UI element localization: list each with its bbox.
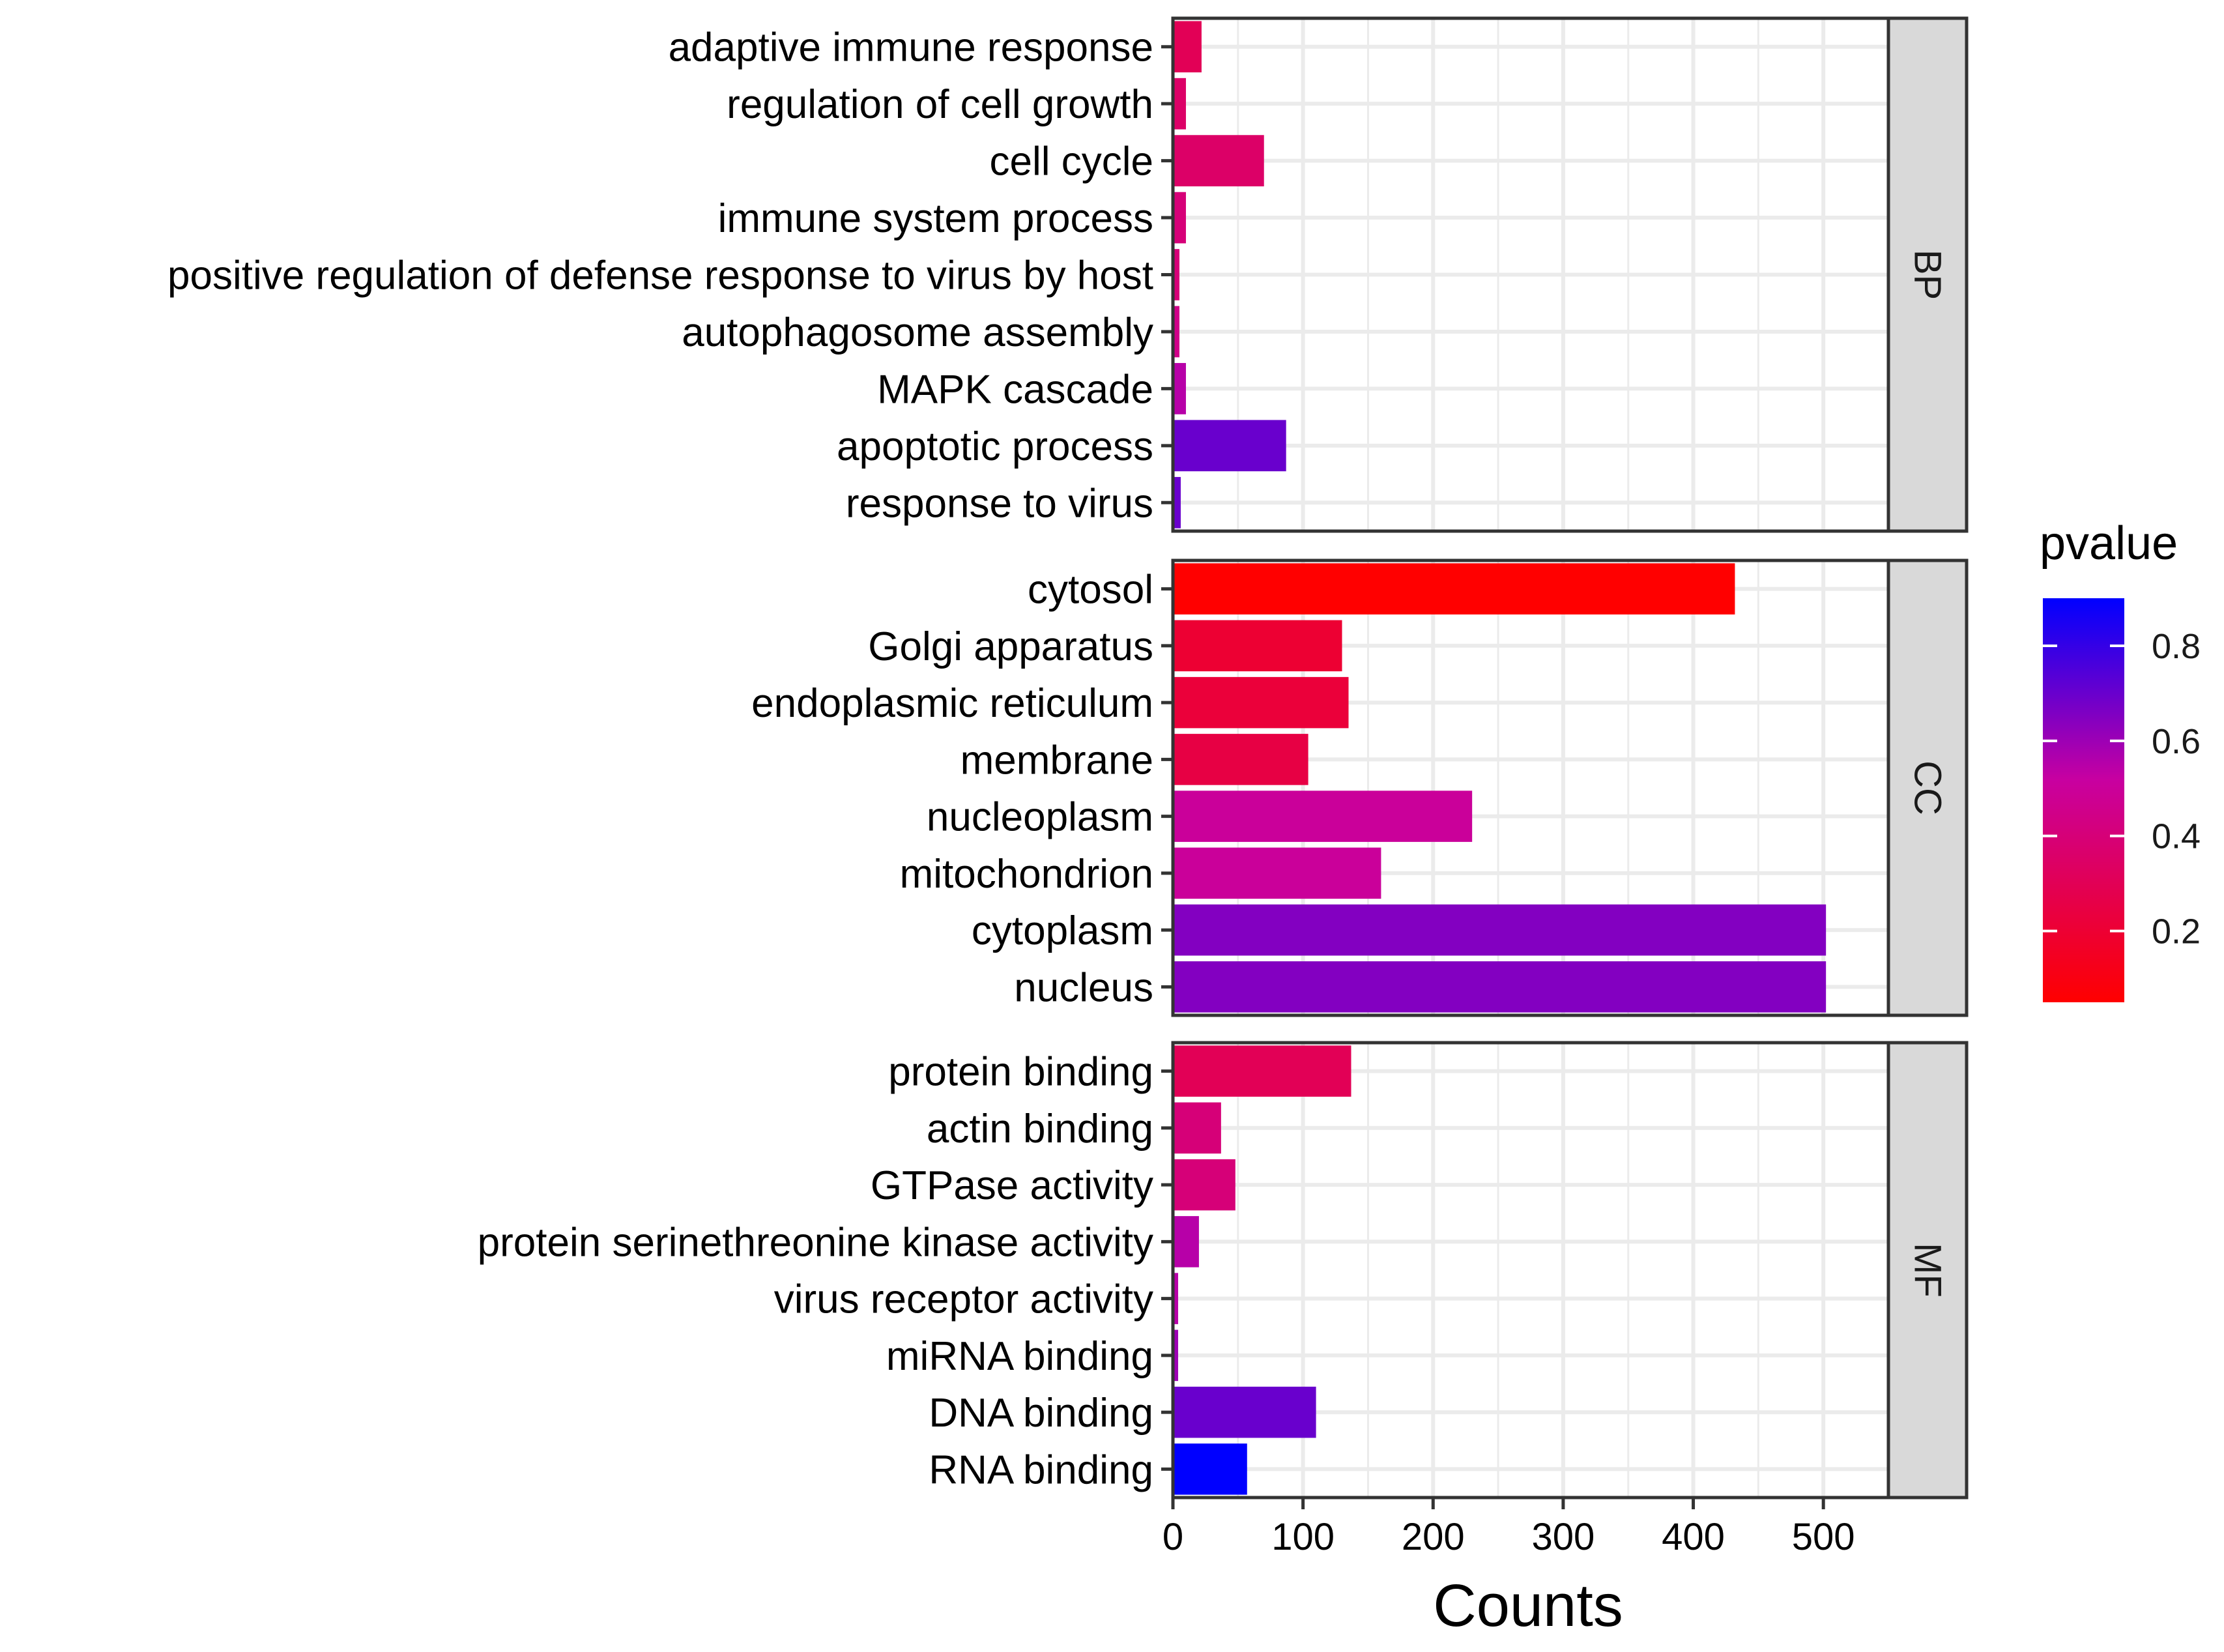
- legend-tick-label: 0.2: [2152, 912, 2201, 951]
- bar-cc-5: [1173, 847, 1381, 899]
- facet-strip-label: MF: [1907, 1243, 1949, 1297]
- category-label: virus receptor activity: [774, 1277, 1153, 1322]
- bar-cc-0: [1173, 563, 1735, 615]
- legend-title: pvalue: [2040, 517, 2178, 570]
- bar-mf-3: [1173, 1216, 1199, 1268]
- x-tick-label: 500: [1792, 1516, 1855, 1558]
- bar-cc-3: [1173, 734, 1308, 785]
- bar-mf-2: [1173, 1159, 1235, 1211]
- facet-strip-label: BP: [1907, 250, 1949, 300]
- category-label: positive regulation of defense response …: [167, 254, 1153, 298]
- x-tick-label: 100: [1271, 1516, 1335, 1558]
- legend-tick-label: 0.8: [2152, 627, 2201, 666]
- legend-tick-label: 0.4: [2152, 817, 2201, 856]
- category-label: actin binding: [927, 1107, 1153, 1152]
- category-label: mitochondrion: [900, 852, 1153, 897]
- category-label: response to virus: [846, 481, 1153, 526]
- category-label: endoplasmic reticulum: [751, 681, 1153, 726]
- x-tick-label: 200: [1402, 1516, 1465, 1558]
- bar-cc-2: [1173, 676, 1349, 729]
- bar-bp-1: [1173, 78, 1186, 130]
- x-axis: 0 100 200 300 400 500: [1163, 1498, 1855, 1558]
- bar-bp-8: [1173, 476, 1181, 529]
- bar-mf-0: [1173, 1045, 1351, 1097]
- category-label: MAPK cascade: [877, 367, 1153, 412]
- legend-colorbar: [2043, 598, 2124, 1002]
- legend-tick-label: 0.6: [2152, 722, 2201, 761]
- category-label: regulation of cell growth: [727, 82, 1153, 127]
- category-label: nucleoplasm: [927, 795, 1153, 840]
- bar-mf-1: [1173, 1102, 1221, 1154]
- facet-strip: [1886, 1041, 1969, 1500]
- category-label: membrane: [960, 738, 1153, 783]
- panels-layer: adaptive immune response regulation of ce…: [167, 16, 1969, 1500]
- x-tick-label: 300: [1532, 1516, 1595, 1558]
- facet-panel-mf: protein binding actin binding GTPase activ…: [478, 1041, 1969, 1500]
- facet-panel-cc: cytosol Golgi apparatus endoplasmic reticu…: [751, 558, 1969, 1017]
- bar-mf-5: [1173, 1329, 1178, 1382]
- bar-mf-7: [1173, 1443, 1247, 1495]
- bar-cc-7: [1173, 961, 1827, 1013]
- bar-bp-7: [1173, 420, 1286, 472]
- facet-strip-label: CC: [1907, 761, 1949, 815]
- bar-mf-6: [1173, 1386, 1316, 1438]
- category-label: DNA binding: [929, 1391, 1153, 1436]
- bar-cc-4: [1173, 790, 1473, 842]
- bar-bp-0: [1173, 21, 1202, 73]
- bar-cc-1: [1173, 620, 1342, 672]
- bar-cc-6: [1173, 904, 1827, 956]
- bar-bp-2: [1173, 135, 1264, 186]
- x-axis-title: Counts: [1433, 1572, 1623, 1639]
- category-label: adaptive immune response: [669, 25, 1153, 70]
- x-tick-label: 400: [1662, 1516, 1725, 1558]
- facet-strip: [1886, 16, 1969, 533]
- category-label: immune system process: [718, 196, 1153, 241]
- facet-panel-bp: adaptive immune response regulation of ce…: [167, 16, 1969, 533]
- bar-bp-4: [1173, 249, 1179, 300]
- bar-bp-5: [1173, 306, 1179, 358]
- bar-mf-4: [1173, 1273, 1178, 1324]
- bar-bp-6: [1173, 363, 1186, 414]
- category-label: cytosol: [1028, 568, 1153, 613]
- category-label: nucleus: [1014, 965, 1153, 1010]
- category-label: RNA binding: [929, 1447, 1153, 1492]
- x-tick-label: 0: [1163, 1516, 1183, 1558]
- category-label: cytoplasm: [972, 908, 1153, 953]
- category-label: autophagosome assembly: [682, 310, 1153, 355]
- category-label: miRNA binding: [886, 1334, 1153, 1379]
- category-label: GTPase activity: [871, 1163, 1153, 1208]
- category-label: apoptotic process: [837, 424, 1153, 469]
- facet-strip: [1886, 558, 1969, 1017]
- category-label: protein binding: [888, 1050, 1153, 1095]
- bar-bp-3: [1173, 192, 1186, 244]
- category-label: protein serinethreonine kinase activity: [478, 1220, 1153, 1265]
- category-label: Golgi apparatus: [868, 624, 1153, 669]
- legend: pvalue 0.2 0.4 0.6 0.8: [2040, 517, 2201, 1002]
- category-label: cell cycle: [989, 139, 1153, 184]
